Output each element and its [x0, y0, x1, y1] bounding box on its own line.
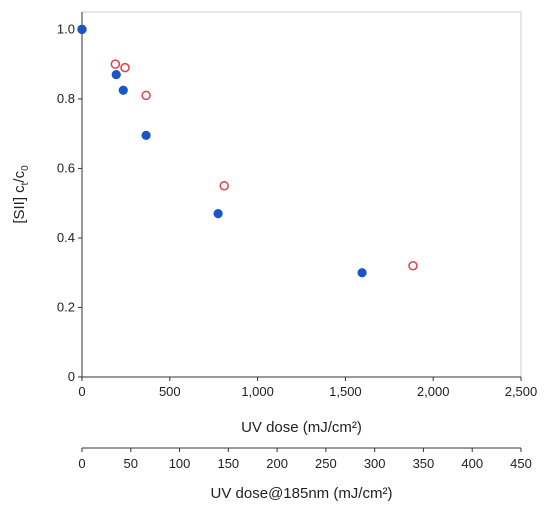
filled-data-point	[111, 69, 121, 80]
x-tick-label: 500	[159, 384, 181, 399]
secondary-x-tick-label: 250	[315, 456, 337, 471]
filled-data-point	[77, 24, 87, 34]
open-data-point	[141, 90, 151, 101]
y-axis-title-prefix: [SII] c	[11, 185, 28, 224]
x-tick-label: 2,500	[505, 384, 538, 399]
y-axis-ticks: 0 0.2 0.4 0.6 0.8 1.0	[57, 21, 82, 384]
data-points	[77, 24, 418, 278]
y-tick-label: 0.6	[57, 160, 75, 175]
y-tick-label: 0.8	[57, 91, 75, 106]
secondary-x-tick-label: 350	[413, 456, 435, 471]
y-tick-label: 0	[68, 369, 75, 384]
x-axis-title: UV dose (mJ/cm²)	[241, 419, 362, 436]
x-axis-ticks: 0 500 1,000 1,500 2,000 2,500	[78, 377, 537, 399]
y-axis-title-sub2: 0	[20, 165, 31, 171]
filled-data-point	[357, 268, 367, 278]
secondary-x-axis-ticks: 0 50 100 150 200 250 300 350 400 450	[78, 448, 532, 471]
open-data-point	[120, 62, 130, 73]
secondary-x-tick-label: 300	[364, 456, 386, 471]
x-tick-label: 2,000	[417, 384, 450, 399]
secondary-x-axis-title: UV dose@185nm (mJ/cm²)	[211, 485, 393, 502]
filled-data-point	[118, 85, 128, 95]
open-data-point	[110, 59, 121, 69]
y-axis-title: [SII] ct/c0	[11, 165, 31, 224]
open-data-point	[219, 181, 229, 191]
y-tick-label: 0.4	[57, 230, 75, 245]
y-tick-label: 1.0	[57, 21, 75, 36]
secondary-x-tick-label: 200	[266, 456, 288, 471]
x-tick-label: 1,000	[241, 384, 274, 399]
y-axis-title-sub1: t	[20, 182, 31, 185]
x-tick-label: 1,500	[329, 384, 362, 399]
secondary-x-tick-label: 0	[78, 456, 85, 471]
secondary-x-tick-label: 450	[510, 456, 532, 471]
y-tick-label: 0.2	[57, 299, 75, 314]
y-axis-title-mid: /c	[11, 170, 28, 182]
x-tick-label: 0	[78, 384, 85, 399]
filled-data-point	[141, 130, 151, 141]
secondary-x-tick-label: 50	[124, 456, 138, 471]
filled-data-point	[213, 209, 223, 219]
secondary-x-tick-label: 150	[217, 456, 239, 471]
secondary-x-tick-label: 400	[461, 456, 483, 471]
open-data-point	[408, 261, 418, 271]
plot-area	[81, 11, 522, 378]
secondary-x-tick-label: 100	[169, 456, 191, 471]
